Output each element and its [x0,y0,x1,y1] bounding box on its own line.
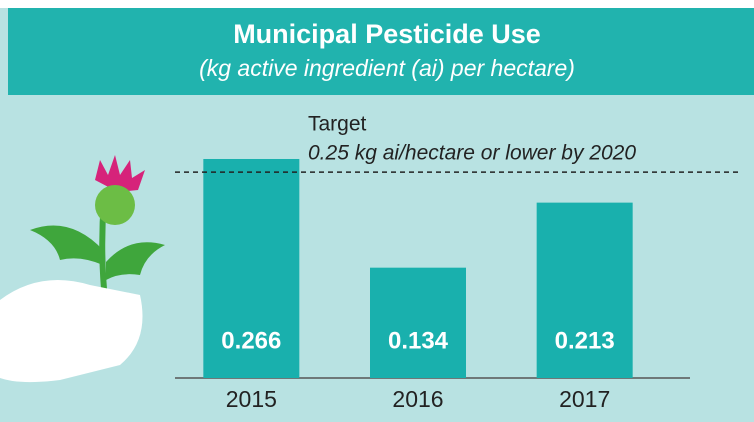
bar [370,267,466,378]
chart-title: Municipal Pesticide Use [233,19,541,49]
bar [536,202,633,378]
x-tick-label: 2017 [559,386,610,412]
value-label: 0.134 [388,327,449,354]
target-note: 0.25 kg ai/hectare or lower by 2020 [308,142,636,165]
thistle-illustration [0,155,165,383]
x-tick-label: 2016 [392,386,443,412]
x-tick-label: 2015 [226,386,277,412]
chart-subtitle: (kg active ingredient (ai) per hectare) [199,55,575,81]
value-label: 0.266 [221,327,281,354]
value-label: 0.213 [555,327,615,354]
bar [203,158,300,378]
header [8,8,754,95]
target-label: Target [308,113,367,136]
